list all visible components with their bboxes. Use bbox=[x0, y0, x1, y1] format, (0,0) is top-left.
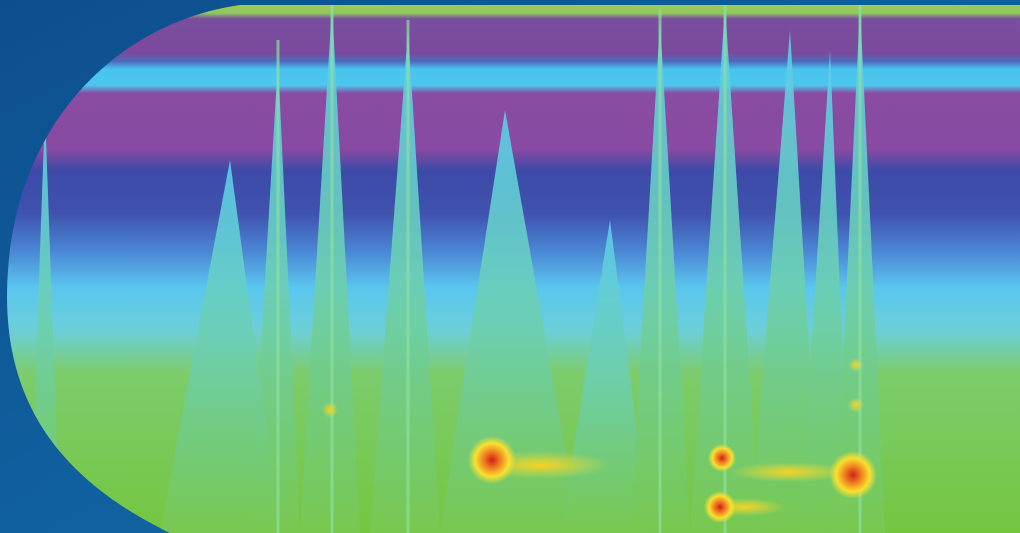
page bbox=[0, 0, 1020, 533]
spectrogram bbox=[0, 0, 1020, 533]
spectrogram-image bbox=[0, 0, 1020, 533]
